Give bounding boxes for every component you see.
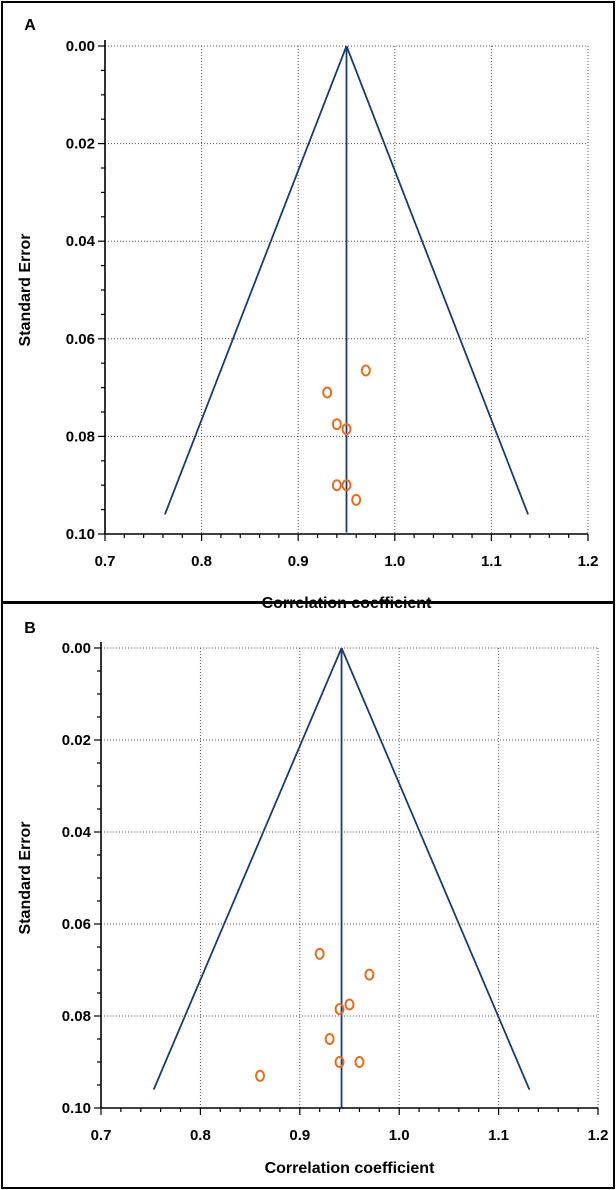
x-tick-label: 0.9 <box>288 553 309 570</box>
study-point <box>344 998 355 1011</box>
x-axis-title: Correlation coefficient <box>265 1160 435 1177</box>
y-tick-label: 0.06 <box>62 916 91 933</box>
chart-panel-b: 0.00 0.02 0.04 0.06 0.08 0.100.7 0.8 0.9 1.0 1.1 1… <box>1 602 615 1189</box>
y-tick-label: 0.00 <box>62 640 91 657</box>
study-point <box>322 386 333 399</box>
y-tick-label: 0.02 <box>66 136 95 153</box>
y-tick-label: 0.04 <box>66 233 96 250</box>
study-point <box>334 1056 345 1068</box>
study-point <box>314 947 325 960</box>
panel-frame <box>1 602 615 1189</box>
study-point <box>334 1003 345 1016</box>
x-tick-label: 0.7 <box>95 553 116 570</box>
funnel-left-line <box>152 647 343 1090</box>
panel-label: A <box>24 17 36 34</box>
study-point <box>354 1056 365 1068</box>
panel-label: B <box>24 620 36 637</box>
x-tick-label: 0.7 <box>91 1127 112 1144</box>
x-tick-label: 1.1 <box>488 1127 509 1144</box>
x-tick-label: 0.9 <box>289 1127 310 1144</box>
x-tick-label: 1.0 <box>389 1127 410 1144</box>
x-tick-label: 0.8 <box>190 1127 211 1144</box>
study-point <box>364 968 375 981</box>
funnel-right-line <box>345 45 529 515</box>
study-point <box>255 1069 266 1082</box>
x-tick-label: 1.0 <box>384 553 405 570</box>
x-tick-label: 1.2 <box>588 1127 609 1144</box>
y-axis-title: Standard Error <box>17 234 34 347</box>
y-tick-label: 0.10 <box>62 1100 91 1117</box>
study-point <box>360 364 371 377</box>
study-point <box>341 423 352 436</box>
study-point <box>324 1033 335 1045</box>
y-tick-label: 0.10 <box>66 526 95 543</box>
y-tick-label: 0.02 <box>62 732 91 749</box>
y-tick-label: 0.08 <box>62 1008 91 1025</box>
y-tick-label: 0.04 <box>62 824 92 841</box>
study-point <box>351 493 362 506</box>
panel-frame <box>1 1 615 603</box>
y-tick-label: 0.00 <box>66 38 95 55</box>
y-tick-label: 0.06 <box>66 331 95 348</box>
funnel-right-line <box>340 647 531 1090</box>
funnel-left-line <box>164 45 348 515</box>
x-tick-label: 0.8 <box>191 553 212 570</box>
y-axis-title: Standard Error <box>17 822 34 935</box>
y-tick-label: 0.08 <box>66 428 95 445</box>
study-point <box>331 479 342 492</box>
x-tick-label: 1.1 <box>481 553 502 570</box>
x-tick-label: 1.2 <box>578 553 599 570</box>
study-point <box>341 479 352 492</box>
study-point <box>331 418 342 431</box>
chart-panel-a: 0.00 0.02 0.04 0.06 0.08 0.100.7 0.8 0.9 1.0 1.1 1… <box>1 1 615 612</box>
